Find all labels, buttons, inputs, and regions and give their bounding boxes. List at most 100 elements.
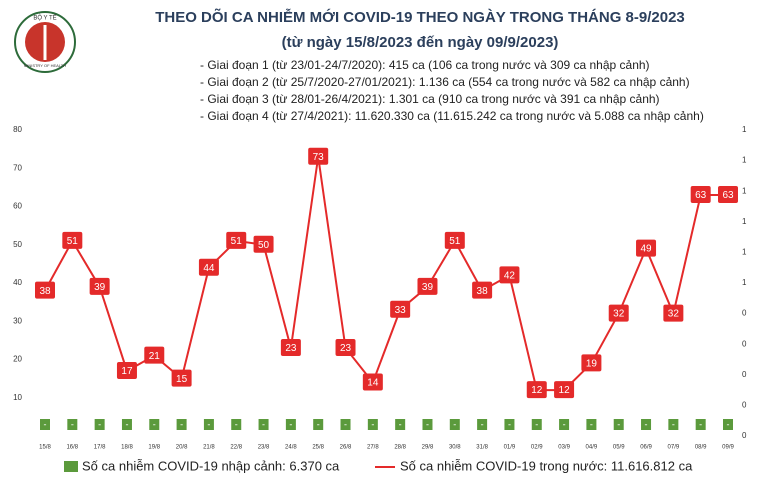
legend-label: Số ca nhiễm COVID-19 nhập cảnh: 6.370 ca: [82, 458, 340, 473]
bar-label-box: [40, 419, 50, 430]
bar-label: -: [426, 419, 429, 429]
x-tick-label: 23/8: [258, 445, 270, 451]
bar-label: -: [262, 419, 265, 429]
logo: BỘ Y TẾ MINISTRY OF HEALTH: [14, 11, 76, 73]
data-label: 23: [340, 343, 352, 354]
bar-label-box: [285, 419, 296, 430]
x-tick-label: 03/9: [558, 445, 570, 451]
x-tick-label: 25/8: [312, 445, 324, 451]
x-tick-label: 28/8: [394, 445, 406, 451]
logo-bottom: MINISTRY OF HEALTH: [24, 63, 66, 68]
data-label-box: [335, 339, 356, 357]
bar-label-box: [668, 419, 679, 430]
data-label: 12: [559, 385, 571, 396]
data-label-box: [499, 266, 520, 284]
bar-label: -: [727, 419, 730, 429]
x-tick-label: 02/9: [531, 445, 543, 451]
x-tick-label: 21/8: [203, 445, 215, 451]
y2-tick-label: 0: [742, 370, 747, 379]
data-label: 33: [395, 305, 407, 316]
bar-label: -: [481, 419, 484, 429]
data-label-box: [171, 369, 192, 387]
x-tick-label: 15/8: [39, 445, 51, 451]
data-label: 21: [149, 351, 161, 362]
data-label: 38: [477, 286, 489, 297]
data-label: 12: [531, 385, 543, 396]
bar-label: -: [125, 419, 128, 429]
bar-label-box: [176, 419, 187, 430]
x-tick-label: 22/8: [230, 445, 242, 451]
x-tick-label: 07/9: [668, 445, 680, 451]
data-label: 32: [613, 309, 625, 320]
x-tick-label: 01/9: [504, 445, 516, 451]
bar-label-box: [586, 419, 597, 430]
x-tick-label: 27/8: [367, 445, 379, 451]
data-label-box: [636, 239, 657, 257]
bar-label-box: [121, 419, 132, 430]
y-tick-label: 70: [13, 163, 22, 172]
data-label-box: [116, 361, 137, 379]
bar-label: -: [317, 419, 320, 429]
y-tick-label: 40: [13, 278, 22, 287]
x-tick-label: 16/8: [66, 445, 78, 451]
bar-label: -: [453, 419, 456, 429]
data-label: 63: [695, 190, 707, 201]
bar-label: -: [672, 419, 675, 429]
data-label-box: [390, 300, 411, 318]
bar-label: -: [399, 419, 402, 429]
chart-title: THEO DÕI CA NHIỄM MỚI COVID-19 THEO NGÀY…: [155, 8, 685, 26]
data-label-box: [362, 373, 383, 391]
x-tick-label: 04/9: [586, 445, 598, 451]
data-label: 51: [449, 236, 461, 247]
data-label-box: [198, 258, 219, 276]
data-label: 44: [203, 263, 215, 274]
data-label-box: [526, 381, 547, 399]
bar-label-box: [641, 419, 652, 430]
x-tick-label: 26/8: [340, 445, 352, 451]
bar-label-box: [67, 419, 78, 430]
data-label: 19: [586, 358, 598, 369]
bar-label-box: [504, 419, 515, 430]
data-label: 17: [121, 366, 133, 377]
y2-tick-label: 0: [742, 431, 747, 440]
bar-label: -: [563, 419, 566, 429]
bar-label-box: [231, 419, 242, 430]
bar-label: -: [207, 419, 210, 429]
note: - Giai đoạn 3 (từ 28/01-26/4/2021): 1.30…: [200, 92, 660, 106]
bar-label-box: [149, 419, 160, 430]
data-label: 73: [313, 152, 325, 163]
bar-label-box: [531, 419, 542, 430]
data-label-box: [417, 277, 438, 295]
y-tick-label: 50: [13, 240, 22, 249]
bar-label: -: [180, 419, 183, 429]
x-tick-label: 17/8: [94, 445, 106, 451]
x-tick-label: 19/8: [148, 445, 160, 451]
x-tick-label: 05/9: [613, 445, 625, 451]
logo-top: BỘ Y TẾ: [33, 15, 56, 22]
data-label-box: [608, 304, 629, 322]
bar-label: -: [71, 419, 74, 429]
y-tick-label: 60: [13, 202, 22, 211]
data-label-box: [718, 186, 738, 204]
y-tick-label: 30: [13, 316, 22, 325]
data-label-box: [663, 304, 684, 322]
y-tick-label: 10: [13, 393, 22, 402]
bar-label-box: [559, 419, 570, 430]
x-tick-label: 09/9: [722, 445, 734, 451]
y2-tick-label: 1: [742, 278, 747, 287]
data-label: 49: [640, 244, 652, 255]
x-tick-label: 20/8: [176, 445, 188, 451]
note: - Giai đoạn 1 (từ 23/01-24/7/2020): 415 …: [200, 58, 650, 72]
bar-label-box: [477, 419, 488, 430]
data-label-box: [581, 354, 602, 372]
data-label: 51: [231, 236, 243, 247]
x-tick-label: 06/9: [640, 445, 652, 451]
x-tick-label: 29/8: [422, 445, 434, 451]
data-label-box: [253, 235, 274, 253]
bar-label: -: [98, 419, 101, 429]
bar-label: -: [699, 419, 702, 429]
data-label-box: [472, 281, 493, 299]
chart-subtitle: (từ ngày 15/8/2023 đến ngày 09/9/2023): [282, 34, 559, 51]
y2-tick-label: 0: [742, 401, 747, 410]
